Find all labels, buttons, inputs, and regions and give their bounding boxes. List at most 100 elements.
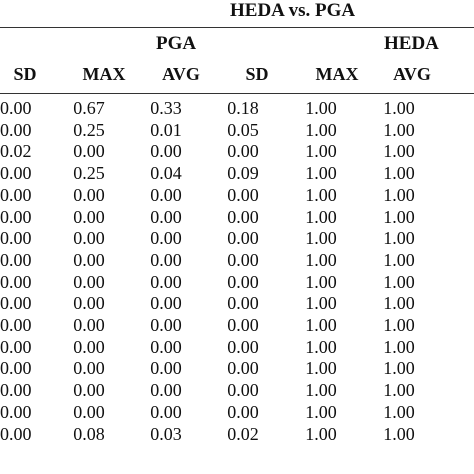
table-cell: 0.00	[227, 184, 259, 205]
table-cell: 0.00	[150, 206, 182, 227]
table-cell: 0.00	[73, 358, 105, 379]
table-cell: 1.00	[383, 423, 415, 444]
table-cell: 1.00	[305, 315, 337, 336]
table-cell: 0.00	[0, 401, 32, 422]
table-cell: 0.00	[73, 184, 105, 205]
table-cell: 0.00	[73, 206, 105, 227]
table-cell: 0.00	[73, 141, 105, 162]
table-cell: 0.00	[0, 249, 32, 270]
table-cell: 1.00	[305, 336, 337, 357]
table-cell: 0.00	[227, 358, 259, 379]
table-cell: 1.00	[305, 184, 337, 205]
table-cell: 0.00	[73, 315, 105, 336]
column-header-pga-avg: AVG	[162, 64, 200, 84]
table-cell: 0.00	[227, 293, 259, 314]
table-cell: 1.00	[383, 358, 415, 379]
table-cell: 0.01	[150, 119, 182, 140]
table-row: 0.00 0.00 0.00 0.00 1.00 1.00	[0, 207, 438, 229]
column-header-heda-max: MAX	[315, 64, 359, 84]
table-cell: 1.00	[383, 119, 415, 140]
table-cell: 1.00	[305, 206, 337, 227]
table-cell: 1.00	[305, 293, 337, 314]
table-cell: 0.00	[0, 163, 32, 184]
table-row: 0.00 0.25 0.04 0.09 1.00 1.00	[0, 163, 438, 185]
table-cell: 1.00	[305, 401, 337, 422]
table-cell: 0.00	[150, 184, 182, 205]
table-cell: 0.00	[150, 358, 182, 379]
table-cell: 0.00	[73, 228, 105, 249]
table-cell: 0.00	[227, 315, 259, 336]
table-cell: 1.00	[383, 271, 415, 292]
table-cell: 0.03	[150, 423, 182, 444]
table-cell: 0.00	[227, 401, 259, 422]
table-cell: 0.00	[73, 249, 105, 270]
table-cell: 0.67	[73, 98, 105, 118]
table-title: HEDA vs. PGA	[230, 0, 356, 21]
table-cell: 0.33	[150, 98, 182, 118]
table-cell: 1.00	[305, 380, 337, 401]
table-cell: 1.00	[305, 163, 337, 184]
table-row: 0.00 0.08 0.03 0.02 1.00 1.00	[0, 424, 438, 446]
table-cell: 0.25	[73, 163, 105, 184]
table-cell: 0.00	[227, 380, 259, 401]
table-cell: 0.05	[227, 119, 259, 140]
table-cell: 0.00	[150, 228, 182, 249]
table-cell: 1.00	[305, 228, 337, 249]
table-cell: 0.04	[150, 163, 182, 184]
column-header-heda-sd: SD	[245, 64, 269, 84]
table-cell: 1.00	[305, 98, 337, 118]
table-cell: 1.00	[383, 380, 415, 401]
table-cell: 0.08	[73, 423, 105, 444]
table-row: 0.00 0.00 0.00 0.00 1.00 1.00	[0, 250, 438, 272]
table-row: 0.00 0.00 0.00 0.00 1.00 1.00	[0, 185, 438, 207]
table-row: 0.00 0.00 0.00 0.00 1.00 1.00	[0, 337, 438, 359]
table-cell: 1.00	[383, 206, 415, 227]
group-header-pga: PGA	[156, 33, 197, 54]
table-cell: 0.00	[150, 141, 182, 162]
table-cell: 0.02	[0, 141, 32, 162]
table-cell: 0.25	[73, 119, 105, 140]
table-cell: 0.00	[0, 184, 32, 205]
table-cell: 0.00	[227, 336, 259, 357]
table-cell: 1.00	[383, 228, 415, 249]
table-cell: 0.00	[0, 336, 32, 357]
table-cell: 0.00	[227, 141, 259, 162]
table-cell: 0.00	[0, 358, 32, 379]
table-cell: 0.09	[227, 163, 259, 184]
table-cell: 1.00	[383, 401, 415, 422]
table-cell: 0.00	[150, 293, 182, 314]
table-cell: 0.00	[73, 401, 105, 422]
table-cell: 0.00	[0, 228, 32, 249]
table-cell: 1.00	[305, 423, 337, 444]
table-row: 0.02 0.00 0.00 0.00 1.00 1.00	[0, 141, 438, 163]
table-cell: 0.00	[227, 206, 259, 227]
table-row: 0.00 0.00 0.00 0.00 1.00 1.00	[0, 402, 438, 424]
table-cell: 1.00	[383, 98, 415, 118]
table-cell: 0.00	[73, 293, 105, 314]
table-row: 0.00 0.00 0.00 0.00 1.00 1.00	[0, 272, 438, 294]
table-cell: 1.00	[305, 358, 337, 379]
data-table: 0.00 0.67 0.33 0.18 1.00 1.00 0.00 0.25 0.01 0.05…	[0, 98, 438, 445]
table-cell: 0.00	[0, 119, 32, 140]
table-cell: 1.00	[305, 119, 337, 140]
group-header-heda: HEDA	[384, 33, 439, 54]
table-cell: 1.00	[383, 249, 415, 270]
table-row: 0.00 0.00 0.00 0.00 1.00 1.00	[0, 380, 438, 402]
table-cell: 0.00	[150, 271, 182, 292]
table-row: 0.00 0.00 0.00 0.00 1.00 1.00	[0, 315, 438, 337]
table-cell: 0.00	[73, 271, 105, 292]
table-row: 0.00 0.67 0.33 0.18 1.00 1.00	[0, 98, 438, 120]
table-cell: 0.02	[227, 423, 259, 444]
table-cell: 0.00	[0, 98, 32, 118]
table-cell: 1.00	[305, 249, 337, 270]
table-cell: 0.00	[0, 315, 32, 336]
table-cell: 0.00	[0, 206, 32, 227]
table-row: 0.00 0.25 0.01 0.05 1.00 1.00	[0, 120, 438, 142]
table-cell: 0.00	[227, 249, 259, 270]
table-cell: 1.00	[383, 315, 415, 336]
table-cell: 1.00	[383, 141, 415, 162]
table-cell: 0.00	[150, 401, 182, 422]
table-cell: 0.00	[0, 271, 32, 292]
table-cell: 0.00	[73, 380, 105, 401]
